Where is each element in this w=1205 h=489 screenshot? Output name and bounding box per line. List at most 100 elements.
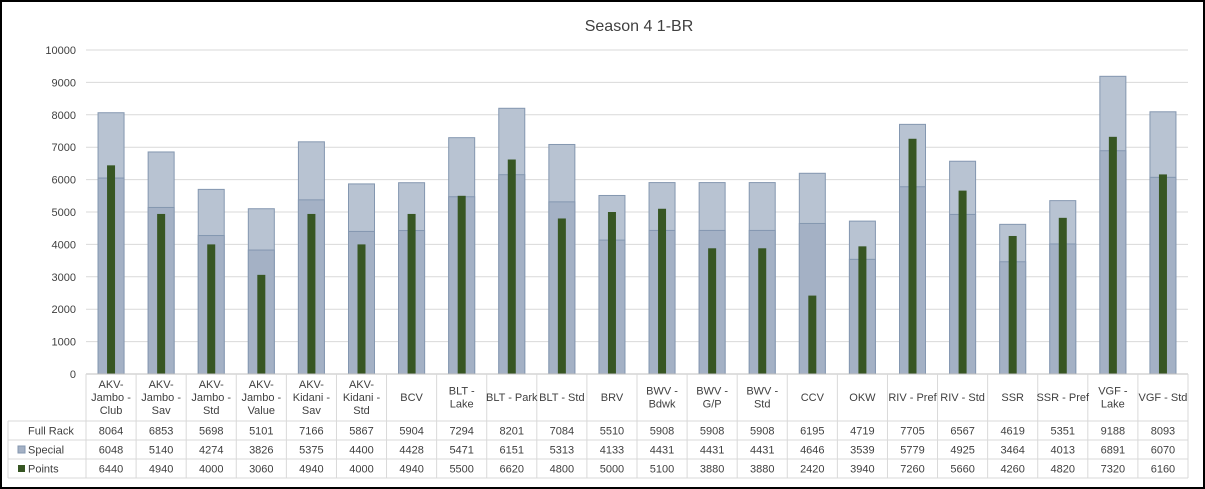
table-cell: 6070: [1151, 445, 1175, 457]
table-cell: 4428: [399, 445, 423, 457]
table-cell: 3539: [850, 445, 874, 457]
category-label: Std: [754, 399, 771, 411]
table-cell: 7294: [449, 426, 473, 438]
table-cell: 3826: [249, 445, 273, 457]
table-cell: 8064: [99, 426, 123, 438]
category-label: BWV -: [746, 386, 778, 398]
bar-points: [758, 248, 767, 374]
category-label: AKV-: [199, 379, 224, 391]
category-label: G/P: [703, 399, 722, 411]
category-label: BLT -: [449, 386, 475, 398]
bar-points: [658, 208, 667, 374]
table-cell: 2420: [800, 464, 824, 476]
category-label: Std: [353, 405, 370, 417]
table-cell: 5100: [650, 464, 674, 476]
table-cell: 6151: [500, 445, 524, 457]
bar-points: [908, 138, 917, 374]
category-label: Bdwk: [649, 399, 676, 411]
y-tick-label: 5000: [52, 207, 76, 219]
bar-points: [507, 159, 516, 374]
table-cell: 5375: [299, 445, 323, 457]
table-cell: 9188: [1101, 426, 1125, 438]
y-tick-label: 1000: [52, 337, 76, 349]
table-cell: 4431: [650, 445, 674, 457]
bar-points: [107, 165, 116, 374]
y-tick-label: 10000: [45, 45, 76, 57]
category-label: Std: [203, 405, 220, 417]
table-cell: 4260: [1000, 464, 1024, 476]
category-label: BLT - Std: [539, 392, 584, 404]
category-label: VGF -: [1098, 386, 1128, 398]
category-label: Value: [248, 405, 275, 417]
table-cell: 5471: [449, 445, 473, 457]
bar-points: [357, 244, 366, 374]
category-label: AKV-: [349, 379, 374, 391]
table-cell: 6160: [1151, 464, 1175, 476]
bar-points: [1158, 174, 1167, 374]
chart-title: Season 4 1-BR: [585, 18, 694, 35]
category-label: CCV: [801, 392, 825, 404]
table-cell: 4400: [349, 445, 373, 457]
bar-points: [858, 246, 867, 374]
category-label: BWV -: [646, 386, 678, 398]
bar-points: [1108, 136, 1117, 374]
table-cell: 4619: [1000, 426, 1024, 438]
bar-points: [207, 244, 216, 374]
y-tick-label: 2000: [52, 304, 76, 316]
y-tick-label: 0: [70, 369, 76, 381]
table-cell: 6440: [99, 464, 123, 476]
y-axis-ticks: 0 1000 2000 3000 4000 5000 6000 7000 8000 9000 100…: [45, 45, 76, 381]
bar-points: [557, 218, 566, 374]
table-cell: 5500: [449, 464, 473, 476]
table-cell: 6195: [800, 426, 824, 438]
category-label: VGF - Std: [1139, 392, 1188, 404]
category-label: BLT - Park: [486, 392, 538, 404]
table-cell: 7320: [1101, 464, 1125, 476]
series-label: Full Rack: [28, 426, 74, 438]
legend-key-points: [18, 465, 25, 472]
table-cell: 5101: [249, 426, 273, 438]
table-cell: 6853: [149, 426, 173, 438]
category-label: RIV - Std: [940, 392, 985, 404]
category-label: BCV: [400, 392, 423, 404]
table-cell: 4800: [550, 464, 574, 476]
category-label: AKV-: [299, 379, 324, 391]
category-label: AKV-: [149, 379, 174, 391]
table-cell: 5908: [700, 426, 724, 438]
table-cell: 5510: [600, 426, 624, 438]
table-cell: 8201: [500, 426, 524, 438]
table-cell: 4000: [349, 464, 373, 476]
category-label: AKV-: [99, 379, 124, 391]
table-cell: 4000: [199, 464, 223, 476]
table-cell: 5779: [900, 445, 924, 457]
bars: [97, 75, 1177, 375]
category-label: AKV-: [249, 379, 274, 391]
table-cell: 4646: [800, 445, 824, 457]
bar-points: [407, 213, 416, 374]
bar-points: [607, 212, 616, 374]
table-cell: 4133: [600, 445, 624, 457]
category-label: Jambo -: [191, 392, 231, 404]
table-cell: 4013: [1051, 445, 1075, 457]
table-cell: 5140: [149, 445, 173, 457]
category-label: OKW: [849, 392, 876, 404]
category-label: Sav: [302, 405, 321, 417]
table-cell: 4431: [750, 445, 774, 457]
table-cell: 5908: [650, 426, 674, 438]
category-label: Kidani -: [343, 392, 381, 404]
category-label: Jambo -: [91, 392, 131, 404]
bar-points: [708, 248, 717, 374]
table-cell: 5351: [1051, 426, 1075, 438]
series-label: Points: [28, 464, 59, 476]
y-tick-label: 4000: [52, 239, 76, 251]
table-cell: 6048: [99, 445, 123, 457]
table-cell: 5867: [349, 426, 373, 438]
table-cell: 4940: [399, 464, 423, 476]
table-cell: 5313: [550, 445, 574, 457]
category-label: Kidani -: [293, 392, 331, 404]
table-cell: 5000: [600, 464, 624, 476]
y-tick-label: 7000: [52, 142, 76, 154]
